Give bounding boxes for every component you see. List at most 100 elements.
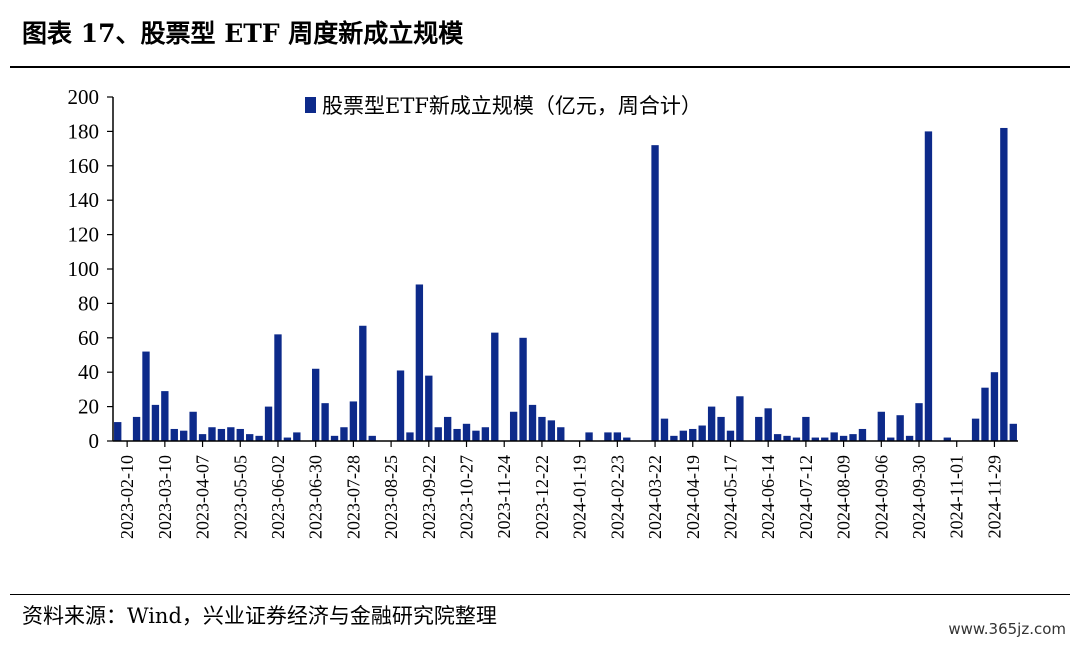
x-tick-label: 2024-04-19 <box>683 455 703 539</box>
bar <box>180 430 188 441</box>
bar <box>915 403 923 441</box>
bar <box>773 434 782 441</box>
bar <box>783 435 791 441</box>
bar <box>1009 423 1017 441</box>
bar <box>1000 127 1008 442</box>
bar <box>406 432 414 441</box>
bar <box>189 411 197 441</box>
bar <box>736 396 744 441</box>
bar <box>519 337 527 441</box>
y-axis: 0 20 40 60 80 100 120 140 160 180 200 <box>68 85 114 453</box>
x-tick-label: 2024-11-01 <box>947 455 967 538</box>
x-tick-label: 2024-09-06 <box>871 455 891 539</box>
bar <box>802 416 810 441</box>
source-note: 资料来源：Wind，兴业证券经济与金融研究院整理 <box>22 604 497 628</box>
legend-swatch <box>305 97 316 113</box>
bar <box>509 411 518 441</box>
bar <box>142 351 150 441</box>
bar <box>585 432 593 441</box>
bar <box>538 416 546 441</box>
bar <box>726 430 735 441</box>
bar <box>491 332 499 441</box>
bar <box>896 415 904 441</box>
bar <box>170 428 178 441</box>
bar <box>161 391 169 441</box>
bar <box>208 427 216 441</box>
bar <box>255 435 263 441</box>
x-tick-label: 2023-02-10 <box>117 455 137 539</box>
bar <box>236 428 244 441</box>
bar <box>462 423 471 441</box>
y-tick-label: 200 <box>68 85 100 109</box>
bar <box>830 432 838 441</box>
bar <box>415 284 424 441</box>
x-tick-label: 2024-06-14 <box>758 455 778 539</box>
bar <box>434 427 442 441</box>
x-tick-label: 2024-03-22 <box>645 455 665 539</box>
legend: 股票型ETF新成立规模（亿元，周合计） <box>305 94 702 118</box>
bar <box>679 430 688 441</box>
bar <box>472 430 480 441</box>
bar <box>858 428 867 441</box>
bar <box>821 437 829 441</box>
bar <box>557 427 565 441</box>
y-tick-label: 120 <box>68 223 100 247</box>
bar <box>698 425 706 441</box>
bar <box>547 420 556 441</box>
bar <box>877 411 885 441</box>
bar <box>971 418 980 441</box>
bar <box>924 131 933 441</box>
bar <box>349 401 358 441</box>
bar <box>453 428 461 441</box>
bar <box>114 422 122 441</box>
bar <box>132 416 141 441</box>
x-tick-label: 2023-09-22 <box>419 455 439 539</box>
x-tick-label: 2023-08-25 <box>381 455 401 539</box>
bar <box>359 325 367 441</box>
bar <box>528 404 537 441</box>
bar <box>330 435 339 441</box>
bar <box>905 435 914 441</box>
bar <box>481 427 490 441</box>
bar <box>312 368 320 441</box>
x-tick-label: 2023-06-30 <box>306 455 326 539</box>
bar <box>396 370 405 441</box>
x-tick-label: 2023-06-02 <box>268 455 288 539</box>
bar <box>227 427 235 441</box>
bar <box>283 437 292 441</box>
x-tick-label: 2024-09-30 <box>909 455 929 539</box>
bar <box>264 406 273 441</box>
bar <box>707 406 716 441</box>
y-tick-label: 60 <box>78 326 99 350</box>
y-tick-label: 180 <box>68 119 100 143</box>
x-tick-label: 2024-08-09 <box>834 455 854 539</box>
y-tick-label: 0 <box>89 429 100 453</box>
bar <box>764 408 772 441</box>
bar <box>670 435 678 441</box>
x-tick-label: 2023-03-10 <box>155 455 175 539</box>
bar <box>981 387 989 441</box>
watermark: www.365jz.com <box>948 620 1066 638</box>
y-tick-label: 40 <box>78 360 99 384</box>
bar <box>198 434 207 441</box>
bar <box>792 437 801 441</box>
y-tick-label: 140 <box>68 188 100 212</box>
x-tick-label: 2024-05-17 <box>720 455 740 539</box>
bar <box>689 428 697 441</box>
y-tick-label: 80 <box>78 291 99 315</box>
x-tick-label: 2023-10-27 <box>457 455 477 539</box>
bar <box>246 434 254 441</box>
x-tick-label: 2023-04-07 <box>193 455 213 539</box>
bar <box>887 437 895 441</box>
bar <box>274 334 282 441</box>
x-tick-label: 2023-07-28 <box>343 455 363 539</box>
title-rule <box>10 66 1070 68</box>
bar <box>443 416 452 441</box>
y-tick-label: 160 <box>68 154 100 178</box>
bar <box>839 435 848 441</box>
bar <box>613 432 622 441</box>
bar <box>849 434 857 441</box>
bar <box>651 145 659 441</box>
x-tick-label: 2024-02-23 <box>607 455 627 539</box>
x-tick-label: 2024-11-29 <box>984 455 1004 538</box>
